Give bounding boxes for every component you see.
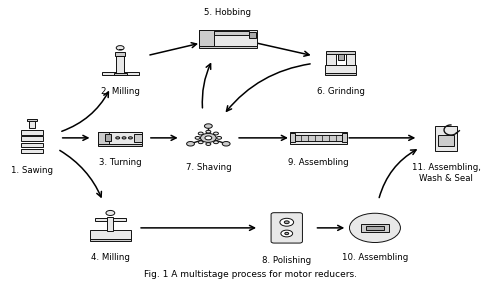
FancyBboxPatch shape <box>294 135 343 141</box>
FancyBboxPatch shape <box>338 54 344 60</box>
Text: 9. Assembling: 9. Assembling <box>288 158 349 166</box>
FancyBboxPatch shape <box>21 149 42 153</box>
FancyBboxPatch shape <box>21 137 42 141</box>
FancyBboxPatch shape <box>21 130 42 135</box>
FancyBboxPatch shape <box>198 45 258 48</box>
Text: 3. Turning: 3. Turning <box>99 158 142 166</box>
FancyBboxPatch shape <box>90 238 131 241</box>
FancyBboxPatch shape <box>214 31 248 35</box>
FancyBboxPatch shape <box>326 52 336 65</box>
FancyBboxPatch shape <box>21 143 42 147</box>
Text: 10. Assembling: 10. Assembling <box>342 253 408 262</box>
FancyBboxPatch shape <box>361 224 388 232</box>
Circle shape <box>216 137 222 139</box>
Circle shape <box>186 141 194 146</box>
FancyBboxPatch shape <box>90 230 131 238</box>
Text: 2. Milling: 2. Milling <box>100 87 140 96</box>
Circle shape <box>222 141 230 146</box>
Circle shape <box>198 132 203 135</box>
FancyArrowPatch shape <box>226 64 310 111</box>
FancyBboxPatch shape <box>248 32 256 38</box>
FancyBboxPatch shape <box>198 30 214 46</box>
FancyArrowPatch shape <box>202 64 210 108</box>
FancyBboxPatch shape <box>134 134 142 142</box>
Circle shape <box>122 137 126 139</box>
Text: 5. Hobbing: 5. Hobbing <box>204 9 252 18</box>
FancyArrowPatch shape <box>239 135 286 140</box>
FancyArrowPatch shape <box>349 135 414 140</box>
FancyBboxPatch shape <box>290 132 347 144</box>
Circle shape <box>200 133 216 142</box>
Text: 7. Shaving: 7. Shaving <box>186 163 231 172</box>
Text: 4. Milling: 4. Milling <box>91 253 130 262</box>
FancyArrowPatch shape <box>379 150 416 198</box>
FancyBboxPatch shape <box>342 133 347 142</box>
FancyArrowPatch shape <box>62 135 88 140</box>
Circle shape <box>198 141 203 144</box>
Circle shape <box>116 137 119 139</box>
Circle shape <box>106 210 115 216</box>
Circle shape <box>281 230 292 237</box>
FancyBboxPatch shape <box>271 213 302 243</box>
FancyBboxPatch shape <box>108 217 114 231</box>
Circle shape <box>206 143 211 146</box>
FancyArrowPatch shape <box>62 92 108 131</box>
Circle shape <box>284 221 289 224</box>
FancyBboxPatch shape <box>98 144 142 146</box>
FancyBboxPatch shape <box>27 119 37 121</box>
Circle shape <box>285 232 288 235</box>
Circle shape <box>128 137 132 139</box>
FancyBboxPatch shape <box>94 218 126 221</box>
FancyArrowPatch shape <box>318 225 342 230</box>
FancyBboxPatch shape <box>115 52 125 56</box>
Circle shape <box>116 46 124 50</box>
FancyBboxPatch shape <box>290 133 295 142</box>
FancyBboxPatch shape <box>29 120 35 128</box>
FancyBboxPatch shape <box>114 73 126 75</box>
FancyArrowPatch shape <box>258 43 309 56</box>
FancyBboxPatch shape <box>346 52 356 65</box>
FancyBboxPatch shape <box>326 51 356 54</box>
Circle shape <box>206 130 211 133</box>
FancyBboxPatch shape <box>102 72 139 75</box>
FancyBboxPatch shape <box>106 135 112 141</box>
FancyBboxPatch shape <box>325 73 356 75</box>
Text: 8. Polishing: 8. Polishing <box>262 256 312 265</box>
Circle shape <box>280 218 293 226</box>
FancyBboxPatch shape <box>98 132 142 144</box>
FancyBboxPatch shape <box>98 132 109 144</box>
FancyBboxPatch shape <box>366 226 384 230</box>
Circle shape <box>350 213 401 243</box>
FancyBboxPatch shape <box>325 65 356 73</box>
Circle shape <box>195 137 200 139</box>
Text: 11. Assembling,
Wash & Seal: 11. Assembling, Wash & Seal <box>412 163 480 183</box>
FancyArrowPatch shape <box>60 150 102 197</box>
FancyBboxPatch shape <box>438 135 454 146</box>
Text: Fig. 1 A multistage process for motor reducers.: Fig. 1 A multistage process for motor re… <box>144 269 356 278</box>
FancyBboxPatch shape <box>435 126 457 151</box>
FancyArrowPatch shape <box>150 43 196 55</box>
FancyBboxPatch shape <box>198 30 258 46</box>
Circle shape <box>205 136 212 140</box>
FancyArrowPatch shape <box>150 135 176 140</box>
Circle shape <box>214 132 218 135</box>
Text: 1. Sawing: 1. Sawing <box>11 166 53 175</box>
Circle shape <box>204 124 212 128</box>
FancyBboxPatch shape <box>116 56 124 73</box>
FancyArrowPatch shape <box>141 225 254 230</box>
Text: 6. Grinding: 6. Grinding <box>316 87 364 96</box>
Circle shape <box>214 141 218 144</box>
